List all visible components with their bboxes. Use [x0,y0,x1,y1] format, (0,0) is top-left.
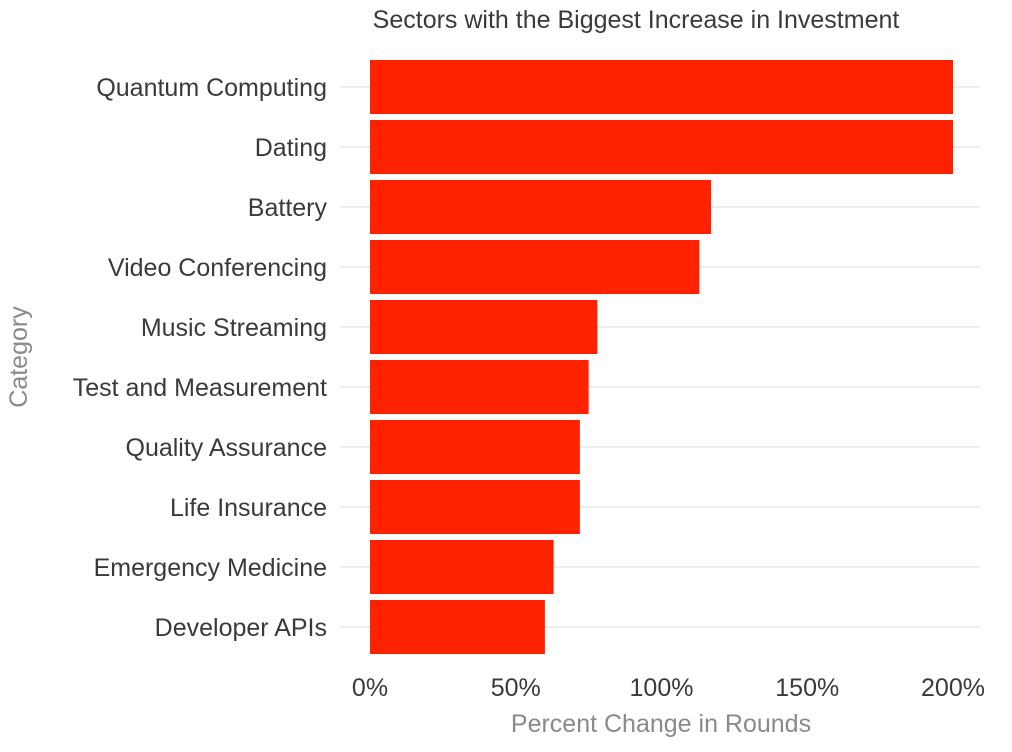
bar-test-and-measurement [370,360,589,414]
x-tick-labels: 0% 50% 100% 150% 200% [352,674,985,702]
y-tick-label: Developer APIs [155,614,327,642]
x-tick-label: 0% [352,674,388,702]
bar-quality-assurance [370,420,580,474]
bar-emergency-medicine [370,540,554,594]
bar-battery [370,180,712,234]
x-tick-label: 200% [921,674,985,702]
x-axis-title: Percent Change in Rounds [511,710,811,738]
y-tick-label: Test and Measurement [73,374,327,402]
chart-title: Sectors with the Biggest Increase in Inv… [373,6,900,34]
y-tick-label: Quantum Computing [96,74,327,102]
y-tick-labels: Quantum Computing Dating Battery Video Conf… [73,74,328,642]
y-tick-label: Emergency Medicine [94,554,327,582]
bar-music-streaming [370,300,598,354]
x-tick-label: 50% [491,674,541,702]
y-tick-label: Life Insurance [170,494,327,522]
y-tick-label: Music Streaming [141,314,327,342]
bar-life-insurance [370,480,580,534]
bar-video-conferencing [370,240,700,294]
bars [370,60,953,654]
x-tick-label: 150% [775,674,839,702]
x-tick-label: 100% [630,674,694,702]
y-tick-label: Battery [248,194,328,222]
bar-quantum-computing [370,60,953,114]
y-tick-label: Video Conferencing [108,254,327,282]
y-axis-title: Category [5,306,33,408]
y-tick-label: Quality Assurance [126,434,328,462]
y-tick-label: Dating [255,134,327,162]
bar-developer-apis [370,600,545,654]
bar-dating [370,120,953,174]
